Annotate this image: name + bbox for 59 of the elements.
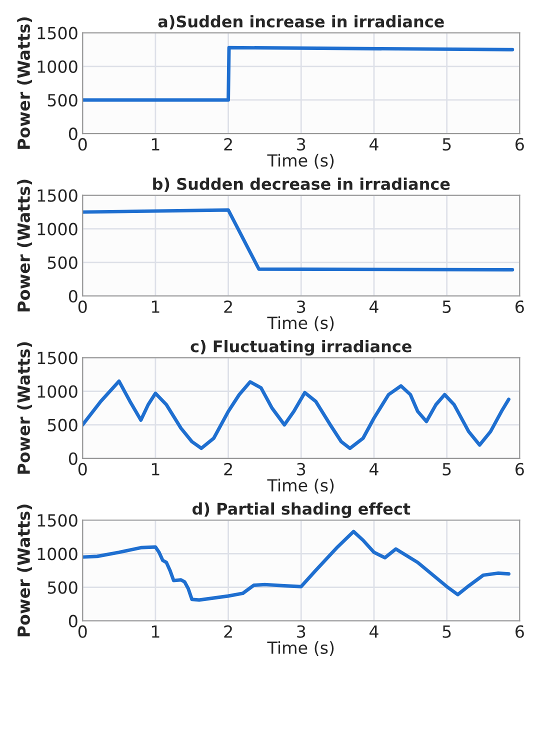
x-tick-label: 3 <box>297 138 306 151</box>
y-tick-label: 0 <box>68 452 78 465</box>
x-tick-label: 0 <box>78 138 87 151</box>
x-tick-label: 3 <box>297 625 306 638</box>
y-tick-label: 500 <box>48 256 78 269</box>
y-tick-label: 0 <box>68 290 78 303</box>
x-tick-label: 4 <box>370 626 378 638</box>
x-tick-label: 1 <box>152 138 160 150</box>
y-tick-label: 500 <box>48 418 78 432</box>
line-series <box>82 379 510 450</box>
line-series <box>82 208 514 272</box>
y-tick-label: 500 <box>48 94 78 107</box>
x-axis-title: Time (s) <box>267 641 334 656</box>
chart-title: c) Fluctuating irradiance <box>190 340 412 356</box>
x-tick-label: 2 <box>224 138 232 150</box>
y-tick-label: 1500 <box>38 352 78 364</box>
x-tick-label: 1 <box>152 626 160 638</box>
y-axis-title: Power (Watts) <box>17 504 32 636</box>
x-tick-label: 6 <box>516 300 524 314</box>
chart-title: b) Sudden decrease in irradiance <box>153 178 450 192</box>
line-series <box>82 530 510 602</box>
y-tick-label: 1500 <box>38 514 78 527</box>
y-tick-label: 1500 <box>38 26 78 40</box>
x-tick-label: 6 <box>516 625 524 638</box>
y-axis-title: Power (Watts) <box>17 342 32 474</box>
x-tick-label: 5 <box>442 300 451 314</box>
x-tick-label: 0 <box>78 625 87 638</box>
x-tick-label: 1 <box>152 463 160 476</box>
y-axis-title: Power (Watts) <box>17 17 32 149</box>
y-tick-label: 1000 <box>38 548 78 560</box>
x-tick-label: 5 <box>442 138 451 151</box>
y-tick-label: 1000 <box>38 385 78 398</box>
y-tick-label: 0 <box>68 614 78 628</box>
chart-title: a)Sudden increase in irradiance <box>158 15 444 30</box>
x-tick-label: 3 <box>297 300 306 314</box>
y-tick-label: 1000 <box>38 60 78 73</box>
x-tick-label: 2 <box>224 625 232 638</box>
x-tick-label: 0 <box>78 300 87 314</box>
x-axis-title: Time (s) <box>267 478 334 494</box>
y-axis-title: Power (Watts) <box>17 180 32 312</box>
y-tick-label: 500 <box>48 581 78 594</box>
x-tick-label: 4 <box>370 463 378 476</box>
x-tick-label: 2 <box>224 462 232 476</box>
x-tick-label: 4 <box>370 300 378 313</box>
x-axis-title: Time (s) <box>267 154 334 169</box>
y-tick-label: 1000 <box>38 222 78 236</box>
x-tick-label: 5 <box>442 626 451 638</box>
x-tick-label: 0 <box>78 462 87 476</box>
x-tick-label: 2 <box>224 300 232 313</box>
x-tick-label: 5 <box>442 463 451 476</box>
y-tick-label: 1500 <box>38 189 78 202</box>
y-tick-label: 0 <box>68 128 78 140</box>
x-tick-label: 1 <box>152 300 160 313</box>
x-tick-label: 6 <box>516 138 524 151</box>
chart-title: d) Partial shading effect <box>192 502 410 518</box>
x-tick-label: 3 <box>297 462 306 476</box>
x-tick-label: 4 <box>370 138 378 150</box>
x-tick-label: 6 <box>516 462 524 476</box>
x-axis-title: Time (s) <box>267 316 334 332</box>
